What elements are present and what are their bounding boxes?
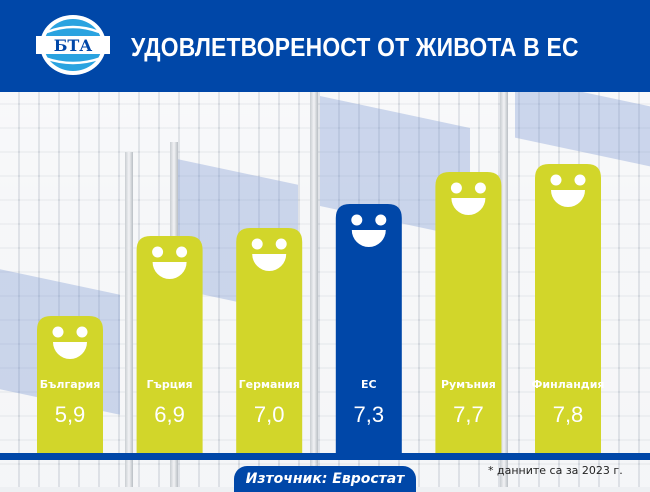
- smiley-eye-icon: [251, 238, 263, 250]
- smiley-mouth-icon: [152, 262, 187, 280]
- bar: [435, 172, 502, 453]
- smiley-eye-icon: [52, 326, 64, 338]
- category-label: Финландия: [532, 378, 605, 391]
- smiley-mouth-icon: [53, 342, 87, 359]
- bar: [37, 316, 103, 453]
- smiley-mouth-icon: [351, 230, 386, 248]
- smiley-eye-icon: [152, 246, 164, 258]
- category-label: Румъния: [441, 378, 496, 391]
- smiley-eye-icon: [550, 174, 562, 186]
- value-label: 5,9: [55, 402, 86, 427]
- smiley-eye-icon: [574, 174, 586, 186]
- bar: [136, 236, 203, 453]
- value-label: 6,9: [154, 402, 185, 427]
- category-label: България: [40, 378, 101, 391]
- category-label: ЕС: [361, 378, 377, 391]
- smiley-eye-icon: [474, 182, 486, 194]
- smiley-eye-icon: [351, 214, 363, 226]
- value-label: 7,3: [354, 402, 385, 427]
- page-title: УДОВЛЕТВОРЕНОСТ ОТ ЖИВОТА В ЕС: [131, 32, 579, 62]
- smiley-mouth-icon: [451, 198, 486, 215]
- baseline-bar: [0, 453, 650, 460]
- smiley-mouth-icon: [551, 190, 585, 207]
- header: БТА УДОВЛЕТВОРЕНОСТ ОТ ЖИВОТА В ЕС: [0, 0, 650, 92]
- smiley-eye-icon: [275, 238, 287, 250]
- smiley-eye-icon: [76, 326, 88, 338]
- bar: [535, 164, 601, 453]
- bta-logo: БТА: [36, 15, 110, 75]
- value-label: 7,7: [453, 402, 484, 427]
- flagpole: [125, 152, 133, 487]
- value-label: 7,0: [254, 402, 285, 427]
- smiley-eye-icon: [375, 214, 387, 226]
- smiley-eye-icon: [450, 182, 462, 194]
- smiley-eye-icon: [176, 246, 188, 258]
- bar: [236, 228, 303, 453]
- smiley-mouth-icon: [252, 254, 287, 271]
- flagpole: [310, 92, 318, 487]
- footnote: * данните са за 2023 г.: [488, 464, 623, 477]
- bar: [335, 204, 402, 453]
- category-label: Германия: [239, 378, 300, 391]
- value-label: 7,8: [553, 402, 584, 427]
- flagpole: [500, 92, 508, 487]
- svg-text:БТА: БТА: [54, 36, 93, 55]
- category-label: Гърция: [147, 378, 193, 391]
- source-label: Източник: Евростат: [234, 466, 416, 492]
